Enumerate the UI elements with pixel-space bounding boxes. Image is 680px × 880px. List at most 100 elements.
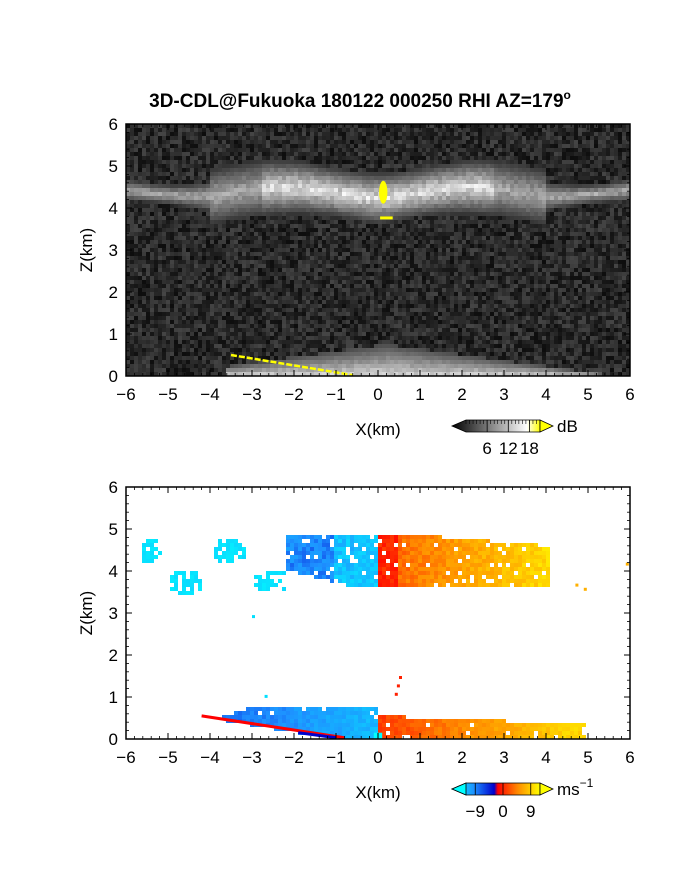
- reflectivity-cell: [138, 220, 142, 224]
- reflectivity-cell: [370, 320, 374, 324]
- reflectivity-cell: [170, 260, 174, 264]
- reflectivity-cell: [214, 296, 218, 300]
- reflectivity-cell: [342, 324, 346, 328]
- reflectivity-cell: [286, 272, 290, 276]
- reflectivity-cell: [190, 280, 194, 284]
- reflectivity-cell: [430, 236, 434, 240]
- reflectivity-cell: [394, 300, 398, 304]
- reflectivity-cell: [346, 316, 350, 320]
- reflectivity-cell: [298, 372, 302, 376]
- reflectivity-cell: [130, 216, 134, 220]
- reflectivity-cell: [190, 308, 194, 312]
- reflectivity-cell: [266, 312, 270, 316]
- reflectivity-cell: [214, 228, 218, 232]
- reflectivity-cell: [326, 224, 330, 228]
- reflectivity-cell: [150, 228, 154, 232]
- reflectivity-cell: [134, 248, 138, 252]
- reflectivity-cell: [394, 312, 398, 316]
- reflectivity-cell: [222, 360, 226, 364]
- reflectivity-cell: [198, 292, 202, 296]
- reflectivity-cell: [246, 220, 250, 224]
- reflectivity-cell: [202, 260, 206, 264]
- reflectivity-cell: [438, 168, 442, 172]
- reflectivity-cell: [262, 352, 266, 356]
- reflectivity-cell: [414, 144, 418, 148]
- reflectivity-cell: [254, 128, 258, 132]
- reflectivity-cell: [298, 204, 302, 208]
- reflectivity-cell: [154, 124, 158, 128]
- reflectivity-cell: [434, 252, 438, 256]
- reflectivity-cell: [386, 284, 390, 288]
- reflectivity-cell: [350, 368, 354, 372]
- reflectivity-cell: [138, 180, 142, 184]
- reflectivity-cell: [306, 240, 310, 244]
- reflectivity-cell: [262, 196, 266, 200]
- reflectivity-cell: [162, 252, 166, 256]
- reflectivity-cell: [418, 296, 422, 300]
- reflectivity-cell: [298, 256, 302, 260]
- reflectivity-cell: [374, 356, 378, 360]
- reflectivity-cell: [214, 252, 218, 256]
- reflectivity-cell: [266, 216, 270, 220]
- reflectivity-cell: [234, 372, 238, 376]
- reflectivity-cell: [382, 312, 386, 316]
- reflectivity-cell: [254, 248, 258, 252]
- reflectivity-cell: [182, 264, 186, 268]
- reflectivity-cell: [194, 288, 198, 292]
- reflectivity-cell: [194, 336, 198, 340]
- reflectivity-cell: [318, 176, 322, 180]
- reflectivity-cell: [146, 180, 150, 184]
- reflectivity-cell: [178, 172, 182, 176]
- reflectivity-cell: [426, 296, 430, 300]
- reflectivity-cell: [278, 196, 282, 200]
- reflectivity-cell: [266, 292, 270, 296]
- reflectivity-cell: [198, 248, 202, 252]
- reflectivity-cell: [258, 208, 262, 212]
- reflectivity-cell: [382, 160, 386, 164]
- reflectivity-cell: [174, 308, 178, 312]
- reflectivity-cell: [406, 144, 410, 148]
- reflectivity-cell: [350, 228, 354, 232]
- reflectivity-cell: [346, 272, 350, 276]
- reflectivity-cell: [218, 296, 222, 300]
- reflectivity-cell: [402, 272, 406, 276]
- reflectivity-cell: [198, 184, 202, 188]
- reflectivity-cell: [294, 140, 298, 144]
- reflectivity-cell: [254, 288, 258, 292]
- reflectivity-cell: [190, 240, 194, 244]
- reflectivity-cell: [366, 320, 370, 324]
- reflectivity-cell: [242, 228, 246, 232]
- reflectivity-cell: [214, 244, 218, 248]
- reflectivity-cell: [178, 236, 182, 240]
- reflectivity-cell: [170, 316, 174, 320]
- reflectivity-cell: [314, 144, 318, 148]
- reflectivity-cell: [254, 340, 258, 344]
- reflectivity-cell: [278, 136, 282, 140]
- reflectivity-cell: [274, 344, 278, 348]
- reflectivity-cell: [210, 264, 214, 268]
- reflectivity-cell: [382, 140, 386, 144]
- reflectivity-cell: [390, 152, 394, 156]
- reflectivity-cell: [346, 136, 350, 140]
- reflectivity-cell: [346, 256, 350, 260]
- reflectivity-cell: [250, 236, 254, 240]
- reflectivity-cell: [174, 332, 178, 336]
- reflectivity-cell: [286, 320, 290, 324]
- reflectivity-cell: [430, 360, 434, 364]
- reflectivity-cell: [438, 292, 442, 296]
- reflectivity-cell: [170, 356, 174, 360]
- reflectivity-cell: [142, 196, 146, 200]
- reflectivity-cell: [202, 176, 206, 180]
- reflectivity-cell: [218, 312, 222, 316]
- reflectivity-cell: [178, 216, 182, 220]
- reflectivity-cell: [318, 360, 322, 364]
- reflectivity-cell: [170, 264, 174, 268]
- reflectivity-cell: [206, 304, 210, 308]
- reflectivity-cell: [190, 232, 194, 236]
- reflectivity-cell: [266, 304, 270, 308]
- reflectivity-cell: [194, 304, 198, 308]
- reflectivity-cell: [366, 192, 370, 196]
- reflectivity-cell: [254, 200, 258, 204]
- reflectivity-cell: [434, 200, 438, 204]
- reflectivity-cell: [206, 288, 210, 292]
